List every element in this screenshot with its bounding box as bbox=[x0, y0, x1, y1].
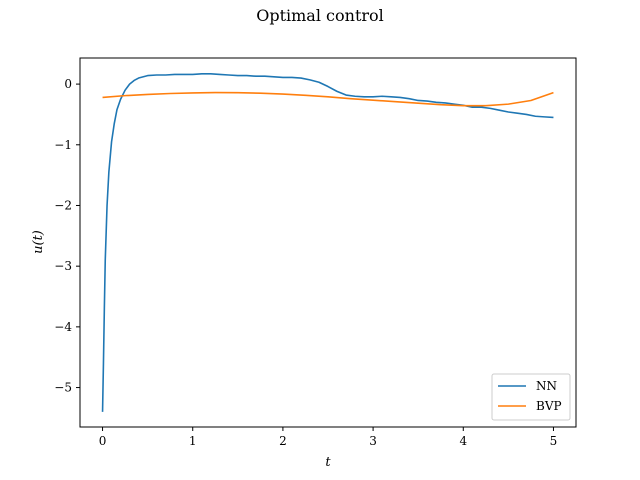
y-tick-label: −5 bbox=[54, 381, 72, 395]
legend-box bbox=[491, 373, 571, 421]
y-axis: 0 −1 −2 −3 −4 −5 bbox=[54, 77, 80, 395]
plot-area bbox=[79, 57, 577, 428]
y-tick-label: −2 bbox=[54, 198, 72, 212]
x-tick-label: 0 bbox=[99, 434, 107, 448]
y-tick-label: −3 bbox=[54, 259, 72, 273]
x-tick-label: 2 bbox=[279, 434, 287, 448]
x-tick-label: 4 bbox=[459, 434, 467, 448]
series-line-bvp bbox=[102, 91, 554, 107]
y-axis-label: u(t) bbox=[31, 230, 46, 254]
y-tick-label: −1 bbox=[54, 138, 72, 152]
series-line-nn bbox=[101, 72, 554, 412]
legend-label-nn: NN bbox=[536, 379, 557, 393]
legend-label-bvp: BVP bbox=[536, 399, 562, 413]
x-tick-label: 3 bbox=[369, 434, 377, 448]
legend: NN BVP bbox=[491, 373, 571, 421]
x-tick-label: 1 bbox=[189, 434, 197, 448]
chart-title: Optimal control bbox=[256, 6, 384, 25]
x-tick-label: 5 bbox=[550, 434, 558, 448]
x-axis-label: t bbox=[325, 455, 331, 470]
y-tick-label: 0 bbox=[64, 77, 72, 91]
x-axis: 0 1 2 3 4 5 bbox=[99, 427, 558, 448]
series-layer bbox=[101, 72, 554, 412]
y-tick-label: −4 bbox=[54, 320, 72, 334]
